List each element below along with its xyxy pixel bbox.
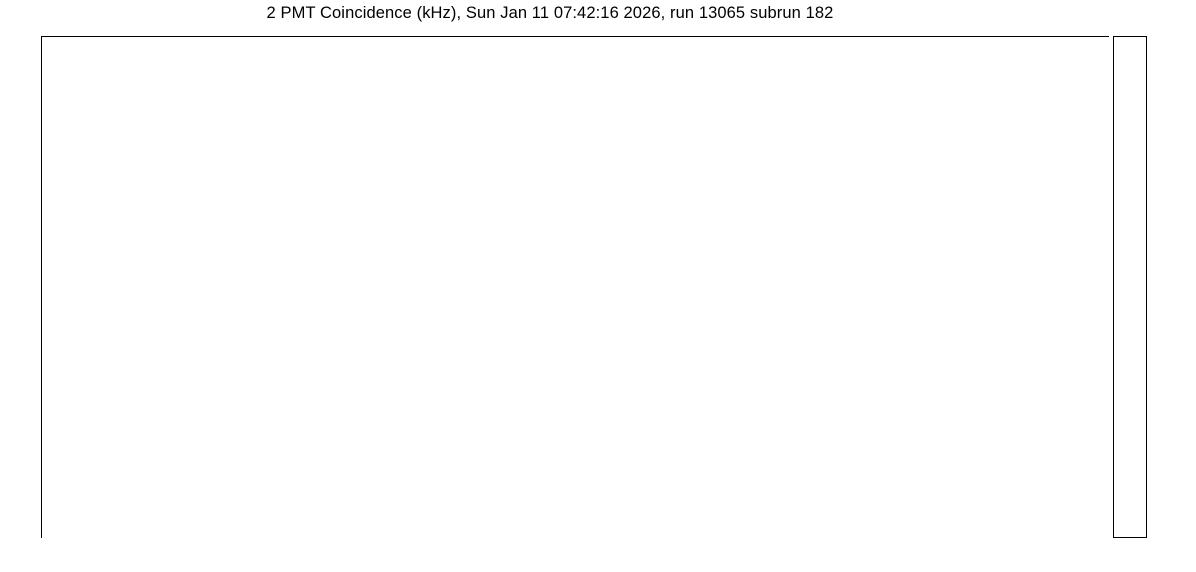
heatmap-grid [41, 36, 1109, 538]
heatmap-plot [41, 36, 1109, 538]
colorbar [1113, 36, 1147, 538]
page-title: 2 PMT Coincidence (kHz), Sun Jan 11 07:4… [266, 4, 834, 22]
